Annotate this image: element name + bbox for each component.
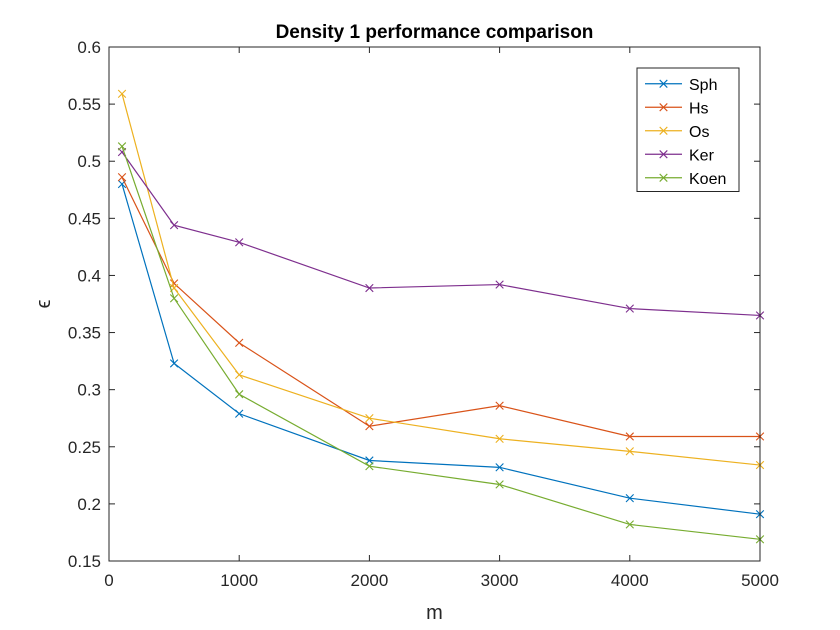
data-point-koen bbox=[365, 462, 374, 471]
y-tick-label: 0.55 bbox=[68, 95, 101, 114]
legend-entry-koen: Koen bbox=[645, 171, 726, 188]
legend-box bbox=[636, 67, 740, 192]
data-point-ker bbox=[169, 220, 179, 230]
x-tick-label: 3000 bbox=[481, 571, 519, 590]
legend-entry-sph: Sph bbox=[645, 77, 717, 94]
data-point-sph bbox=[169, 359, 179, 368]
data-point-os bbox=[365, 414, 374, 423]
series-ker bbox=[117, 147, 765, 320]
data-point-ker bbox=[625, 304, 634, 313]
data-point-os bbox=[625, 447, 634, 456]
data-point-koen bbox=[169, 294, 179, 303]
chart-title: Density 1 performance comparison bbox=[276, 22, 594, 43]
y-tick-label: 0.5 bbox=[77, 152, 101, 171]
legend: Sph Hs Os Ker Koen bbox=[636, 67, 740, 192]
y-tick-label: 0.45 bbox=[68, 209, 101, 228]
data-point-ker bbox=[235, 238, 244, 247]
legend-marker bbox=[659, 150, 668, 159]
legend-entry-os: Os bbox=[645, 124, 709, 141]
data-point-koen bbox=[495, 480, 504, 489]
data-point-hs bbox=[365, 422, 374, 431]
legend-label: Ker bbox=[689, 147, 715, 164]
data-point-hs bbox=[117, 173, 127, 182]
data-point-os bbox=[117, 89, 127, 99]
legend-label: Hs bbox=[689, 100, 709, 117]
axes-layer bbox=[108, 46, 761, 562]
y-tick-label: 0.15 bbox=[68, 552, 101, 571]
x-tick-label: 4000 bbox=[611, 571, 649, 590]
data-point-ker bbox=[495, 280, 504, 289]
y-tick-label: 0.25 bbox=[68, 438, 101, 457]
y-tick-label: 0.2 bbox=[77, 495, 101, 514]
y-tick-label: 0.6 bbox=[77, 38, 101, 57]
x-tick-label: 0 bbox=[104, 571, 113, 590]
data-point-koen bbox=[235, 390, 244, 399]
data-point-sph bbox=[625, 493, 634, 503]
x-tick-label: 2000 bbox=[350, 571, 388, 590]
legend-label: Sph bbox=[689, 77, 717, 94]
legend-marker bbox=[659, 103, 668, 112]
data-point-ker bbox=[365, 283, 374, 293]
x-tick-label: 1000 bbox=[220, 571, 258, 590]
y-tick-label: 0.35 bbox=[68, 324, 101, 343]
data-point-sph bbox=[495, 463, 504, 472]
legend-entry-ker: Ker bbox=[645, 147, 715, 164]
legend-marker bbox=[659, 173, 668, 182]
data-point-hs bbox=[625, 432, 634, 441]
data-point-os bbox=[235, 370, 244, 380]
data-point-koen bbox=[117, 142, 127, 151]
legend-label: Os bbox=[689, 124, 709, 141]
legend-label: Koen bbox=[689, 171, 726, 188]
x-tick-label: 5000 bbox=[741, 571, 779, 590]
y-tick-label: 0.3 bbox=[77, 381, 101, 400]
data-point-koen bbox=[625, 520, 634, 529]
legend-marker bbox=[659, 126, 668, 135]
axes-box bbox=[108, 46, 761, 562]
data-point-os bbox=[495, 434, 504, 443]
data-point-hs bbox=[235, 338, 244, 348]
y-tick-label: 0.4 bbox=[77, 266, 101, 285]
x-axis-title: m bbox=[426, 602, 443, 624]
series-koen bbox=[117, 142, 765, 544]
ticks-layer: 0 1000 2000 3000 4000 5000 0.15 0.2 0.25 0.3 0.35 0… bbox=[68, 38, 779, 590]
data-point-hs bbox=[495, 401, 504, 410]
legend-entry-hs: Hs bbox=[645, 100, 709, 117]
series-layer bbox=[117, 89, 765, 544]
y-axis-title: ϵ bbox=[33, 299, 55, 308]
series-hs bbox=[117, 173, 765, 441]
legend-marker bbox=[659, 79, 668, 88]
data-point-sph bbox=[235, 409, 244, 418]
